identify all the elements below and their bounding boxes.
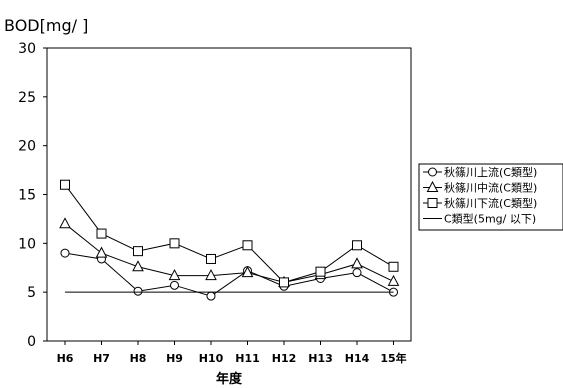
legend-label: C類型(5mg/ 以下) [444, 212, 536, 226]
data-point-circle [170, 280, 179, 290]
data-point-square [60, 179, 70, 190]
data-point-triangle [241, 266, 254, 278]
data-point-circle [60, 248, 70, 258]
y-axis-label: BOD[mg/ ] [4, 16, 88, 35]
y-tick-label: 20 [18, 139, 36, 155]
x-tick-label: H14 [345, 352, 370, 365]
legend-label: 秋篠川中流(C類型) [444, 181, 537, 195]
legend-swatch-marker [426, 180, 439, 192]
x-tick-label: H8 [130, 352, 147, 365]
legend-entry: 秋篠川下流(C類型) [423, 196, 537, 210]
legend-entry: C類型(5mg/ 以下) [423, 212, 536, 226]
legend-entry: 秋篠川上流(C類型) [423, 165, 537, 179]
y-tick-label: 30 [18, 41, 36, 57]
series-line [64, 252, 394, 297]
x-tick-label: H11 [235, 352, 260, 365]
y-tick-label: 25 [18, 90, 36, 106]
data-point-square [388, 261, 399, 272]
data-point-triangle [387, 274, 400, 286]
data-point-square [279, 277, 289, 288]
data-point-triangle [132, 260, 144, 272]
legend-label: 秋篠川上流(C類型) [444, 165, 537, 179]
data-point-square [206, 253, 216, 264]
data-point-circle [352, 268, 362, 278]
data-point-square [242, 240, 253, 251]
data-point-square [96, 228, 107, 239]
data-point-triangle [59, 217, 71, 229]
x-tick-label: H13 [308, 352, 333, 365]
x-axis-label: 年度 [216, 371, 243, 387]
legend-swatch-marker [428, 167, 437, 177]
x-tick-label: H12 [272, 352, 297, 365]
y-tick-label: 15 [18, 188, 36, 204]
data-point-square [169, 238, 180, 249]
series-layer [59, 179, 400, 301]
data-point-square [133, 246, 143, 257]
y-tick-label: 10 [18, 236, 36, 252]
y-axis-ticks: 0 5 10 15 20 25 30 [18, 41, 47, 350]
series-line [64, 184, 394, 283]
x-axis-ticks: H6 H7 H8 H9 H10 H11 H12 H13 H14 15年 [57, 341, 407, 365]
legend: 秋篠川上流(C類型) 秋篠川中流(C類型)秋篠川下流(C類型) C類型(5mg/ 以… [418, 163, 563, 231]
x-tick-label: H9 [166, 352, 183, 365]
data-point-circle [133, 286, 143, 296]
series-3 [60, 179, 399, 288]
x-tick-label: H10 [199, 352, 224, 365]
data-point-triangle [95, 246, 108, 258]
x-tick-label: H7 [93, 352, 110, 365]
legend-swatch-marker [427, 198, 438, 208]
data-point-circle [206, 291, 216, 301]
y-tick-label: 5 [27, 285, 36, 301]
y-tick-label: 0 [27, 334, 36, 350]
x-tick-label: H6 [57, 352, 74, 365]
data-point-square [315, 266, 326, 277]
data-point-square [352, 240, 362, 251]
plot-area-frame [46, 47, 412, 342]
legend-box [418, 163, 563, 231]
data-point-triangle [205, 268, 217, 281]
x-tick-label: 15年 [380, 351, 406, 365]
legend-entry: 秋篠川中流(C類型) [423, 181, 537, 195]
series-line [64, 223, 394, 283]
legend-label: 秋篠川下流(C類型) [444, 196, 537, 210]
data-point-triangle [351, 257, 363, 269]
data-point-triangle [168, 268, 181, 281]
